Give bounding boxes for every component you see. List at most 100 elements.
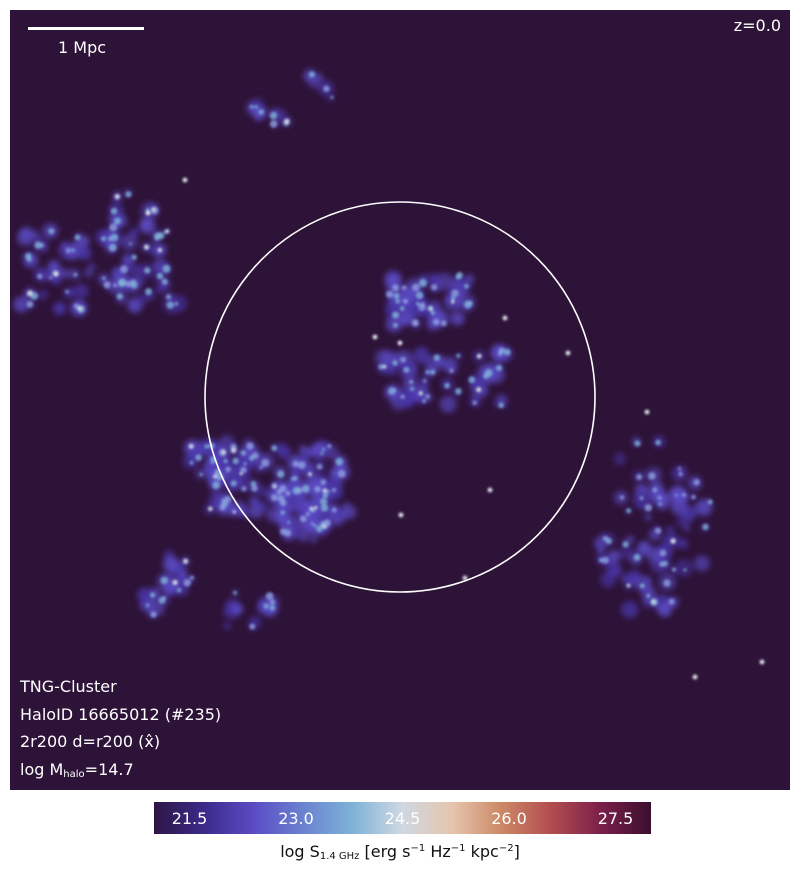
emission-blob <box>422 399 427 403</box>
emission-blob <box>284 118 290 125</box>
emission-blob <box>678 471 683 477</box>
emission-blob <box>619 495 625 500</box>
emission-blob <box>121 233 138 251</box>
emission-blob <box>272 485 277 489</box>
emission-blob <box>257 501 267 512</box>
emission-blob <box>435 272 453 290</box>
emission-blob <box>216 477 221 481</box>
emission-blob <box>655 439 661 446</box>
emission-blob <box>37 289 49 300</box>
emission-blob <box>223 622 231 630</box>
emission-blob <box>693 675 697 679</box>
emission-blob <box>331 487 337 493</box>
emission-blob <box>320 504 329 512</box>
emission-blob <box>456 353 461 358</box>
emission-blob <box>373 335 377 339</box>
emission-blob <box>65 289 69 294</box>
emission-blob <box>626 535 634 543</box>
emission-blob <box>199 472 203 477</box>
emission-blob <box>118 278 127 287</box>
emission-blob <box>335 457 344 466</box>
colorbar: 21.5 23.0 24.5 26.0 27.5 <box>154 802 651 834</box>
emission-blob <box>49 276 53 280</box>
emission-blob <box>188 443 194 449</box>
emission-blob <box>324 477 343 496</box>
emission-blob <box>319 497 328 506</box>
emission-blob <box>166 301 174 309</box>
colorbar-tick-label: 24.5 <box>384 809 421 828</box>
emission-blob <box>471 375 488 391</box>
emission-blob <box>633 554 641 561</box>
emission-blob <box>83 268 94 278</box>
emission-blob <box>308 472 312 477</box>
emission-blob <box>639 583 645 589</box>
emission-blob <box>334 509 344 518</box>
emission-blob <box>271 445 278 451</box>
emission-blob <box>150 611 157 618</box>
emission-blob <box>287 520 291 524</box>
emission-blob <box>648 472 656 480</box>
emission-blob <box>33 233 41 240</box>
emission-blob <box>498 402 505 409</box>
emission-blob <box>425 370 430 375</box>
emission-blob <box>284 529 292 537</box>
emission-blob <box>144 267 151 274</box>
emission-blob <box>285 490 291 496</box>
emission-blob <box>433 354 440 361</box>
emission-blob <box>639 496 644 501</box>
emission-blob <box>146 211 150 215</box>
emission-blob <box>88 263 96 270</box>
emission-blob <box>224 495 232 503</box>
emission-blob <box>675 559 693 577</box>
emission-blob <box>327 444 332 449</box>
emission-blob <box>681 492 687 498</box>
emission-blob <box>178 569 188 580</box>
emission-blob <box>707 499 713 505</box>
emission-blob <box>291 477 295 481</box>
emission-blob <box>241 486 247 492</box>
emission-blob <box>661 533 676 549</box>
emission-blob <box>658 502 662 506</box>
emission-blob <box>654 527 662 534</box>
emission-blob <box>451 289 459 298</box>
emission-blob <box>177 588 182 593</box>
emission-blob <box>674 493 679 497</box>
emission-blob <box>172 579 178 586</box>
emission-blob <box>330 95 334 99</box>
emission-blob <box>503 316 507 320</box>
emission-blob <box>296 507 307 518</box>
emission-blob <box>566 351 570 355</box>
emission-blob <box>230 480 237 487</box>
emission-blob <box>305 511 311 517</box>
emission-blob <box>39 243 45 248</box>
emission-blob <box>401 285 407 291</box>
emission-blob <box>103 281 111 289</box>
emission-blob <box>684 525 690 532</box>
emission-blob <box>432 318 440 326</box>
emission-blob <box>415 291 424 300</box>
emission-blob <box>400 394 406 400</box>
emission-blob <box>428 273 441 285</box>
emission-blob <box>225 466 231 472</box>
emission-blob <box>265 592 274 600</box>
emission-blob <box>158 596 166 604</box>
emission-blob <box>157 248 163 253</box>
emission-blob <box>279 485 287 493</box>
emission-blob <box>71 248 75 252</box>
emission-blob <box>259 465 263 470</box>
emission-blob <box>110 233 119 242</box>
emission-blob <box>47 260 61 273</box>
emission-blob <box>114 217 121 225</box>
emission-blob <box>292 486 301 495</box>
emission-blob <box>386 364 398 377</box>
emission-blob <box>606 562 622 578</box>
emission-blob <box>413 321 419 326</box>
emission-blob <box>496 364 503 372</box>
emission-blob <box>622 541 629 548</box>
emission-blob <box>233 590 237 595</box>
emission-blob <box>129 300 139 310</box>
emission-blob <box>455 274 461 280</box>
emission-blob <box>621 601 639 619</box>
emission-blob <box>269 605 276 611</box>
emission-blob <box>26 300 34 308</box>
